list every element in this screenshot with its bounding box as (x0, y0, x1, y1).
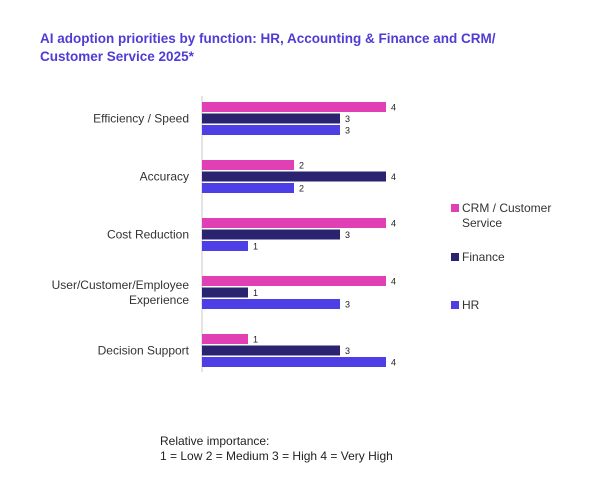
data-label: 2 (299, 161, 304, 171)
bar-crm-customer-service-3 (202, 276, 386, 286)
category-label: Decision Support (98, 344, 190, 358)
bar-finance-4 (202, 345, 340, 356)
legend-label: HR (462, 298, 480, 312)
category-label: User/Customer/Employee Experience (52, 278, 190, 307)
data-label: 4 (391, 277, 396, 287)
category-label: Efficiency / Speed (93, 112, 189, 126)
bar-hr-4 (202, 357, 386, 367)
data-label: 3 (345, 114, 350, 124)
chart-title: AI adoption priorities by function: HR, … (40, 31, 496, 64)
bar-finance-2 (202, 229, 340, 240)
bar-crm-customer-service-4 (202, 334, 248, 344)
bar-hr-1 (202, 183, 294, 193)
legend-swatch (451, 253, 459, 261)
legend-swatch (451, 204, 459, 212)
legend-label: Finance (462, 250, 505, 264)
bar-hr-2 (202, 241, 248, 251)
bars-group: Efficiency / Speed 4 3 3 Accuracy 2 4 2 Cost Red… (52, 102, 396, 368)
data-label: 4 (391, 219, 396, 229)
importance-note-line1: Relative importance: (160, 434, 270, 448)
data-label: 4 (391, 172, 396, 182)
category-label: Accuracy (140, 170, 189, 184)
category-label: Cost Reduction (107, 228, 189, 242)
importance-note-line2: 1 = Low 2 = Medium 3 = High 4 = Very Hig… (160, 449, 393, 463)
bar-finance-1 (202, 171, 386, 182)
data-label: 1 (253, 288, 258, 298)
data-label: 3 (345, 230, 350, 240)
bar-crm-customer-service-0 (202, 102, 386, 112)
data-label: 3 (345, 300, 350, 310)
data-label: 1 (253, 242, 258, 252)
legend-label: CRM / Customer Service (462, 201, 551, 230)
bar-finance-3 (202, 287, 248, 298)
importance-note: Relative importance: 1 = Low 2 = Medium … (160, 434, 393, 464)
data-label: 3 (345, 126, 350, 136)
data-label: 2 (299, 184, 304, 194)
data-label: 1 (253, 335, 258, 345)
bar-crm-customer-service-1 (202, 160, 294, 170)
bar-hr-3 (202, 299, 340, 309)
data-label: 3 (345, 346, 350, 356)
bar-finance-0 (202, 113, 340, 124)
legend-swatch (451, 301, 459, 309)
bar-hr-0 (202, 125, 340, 135)
legend: CRM / Customer Service Finance HR (451, 201, 551, 312)
data-label: 4 (391, 358, 396, 368)
bar-crm-customer-service-2 (202, 218, 386, 228)
data-label: 4 (391, 103, 396, 113)
